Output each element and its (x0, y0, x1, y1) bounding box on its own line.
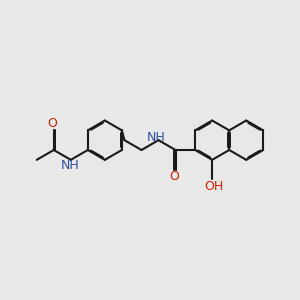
Text: OH: OH (205, 180, 224, 193)
Text: NH: NH (60, 159, 79, 172)
Text: O: O (47, 117, 57, 130)
Text: NH: NH (147, 131, 166, 144)
Text: O: O (169, 170, 179, 183)
